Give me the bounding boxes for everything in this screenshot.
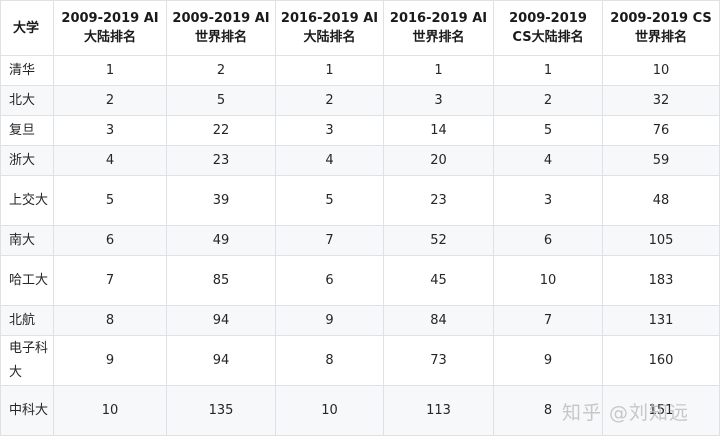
university-cell: 上交大	[0, 175, 54, 226]
rank-cell: 1	[383, 55, 494, 86]
rank-cell: 135	[166, 385, 276, 436]
rank-cell: 39	[166, 175, 276, 226]
rank-cell: 5	[275, 175, 384, 226]
rank-cell: 10	[53, 385, 167, 436]
rank-cell: 3	[383, 85, 494, 116]
rank-cell: 7	[493, 305, 603, 336]
rank-cell: 94	[166, 335, 276, 386]
header-ai-mainland-2016-2019: 2016-2019 AI 大陆排名	[275, 0, 384, 56]
rank-cell: 23	[383, 175, 494, 226]
rank-cell: 52	[383, 225, 494, 256]
table-row: 电子科大 9 94 8 73 9 160	[0, 335, 720, 386]
rank-cell: 94	[166, 305, 276, 336]
rank-cell: 45	[383, 255, 494, 306]
rank-cell: 8	[275, 335, 384, 386]
header-row: 大学 2009-2019 AI 大陆排名 2009-2019 AI 世界排名 2…	[0, 0, 720, 56]
rank-cell: 32	[602, 85, 720, 116]
rank-cell: 14	[383, 115, 494, 146]
rank-cell: 7	[275, 225, 384, 256]
rank-cell: 1	[493, 55, 603, 86]
rank-cell: 9	[493, 335, 603, 386]
table-row: 北航 8 94 9 84 7 131	[0, 305, 720, 336]
rank-cell: 3	[53, 115, 167, 146]
table-row: 哈工大 7 85 6 45 10 183	[0, 255, 720, 306]
university-cell: 复旦	[0, 115, 54, 146]
rank-cell: 1	[53, 55, 167, 86]
rank-cell: 131	[602, 305, 720, 336]
university-cell: 哈工大	[0, 255, 54, 306]
header-university: 大学	[0, 0, 54, 56]
watermark: 知乎 @刘知远	[562, 402, 690, 424]
table-row: 上交大 5 39 5 23 3 48	[0, 175, 720, 226]
rank-cell: 6	[493, 225, 603, 256]
rank-cell: 6	[275, 255, 384, 306]
rank-cell: 84	[383, 305, 494, 336]
rank-cell: 160	[602, 335, 720, 386]
university-cell: 北大	[0, 85, 54, 116]
rank-cell: 9	[53, 335, 167, 386]
rank-cell: 3	[493, 175, 603, 226]
rank-cell: 5	[493, 115, 603, 146]
university-cell: 清华	[0, 55, 54, 86]
rank-cell: 151	[602, 385, 720, 436]
rank-cell: 48	[602, 175, 720, 226]
rank-cell: 8	[53, 305, 167, 336]
header-cs-mainland-2009-2019: 2009-2019 CS大陆排名	[493, 0, 603, 56]
rank-cell: 10	[493, 255, 603, 306]
rank-cell: 76	[602, 115, 720, 146]
university-cell: 南大	[0, 225, 54, 256]
rank-cell: 73	[383, 335, 494, 386]
rank-cell: 20	[383, 145, 494, 176]
rank-cell: 183	[602, 255, 720, 306]
university-cell: 北航	[0, 305, 54, 336]
rank-cell: 85	[166, 255, 276, 306]
rank-cell: 8	[493, 385, 603, 436]
header-ai-world-2009-2019: 2009-2019 AI 世界排名	[166, 0, 276, 56]
rank-cell: 9	[275, 305, 384, 336]
rank-cell: 113	[383, 385, 494, 436]
rank-cell: 7	[53, 255, 167, 306]
table-row: 中科大 10 135 10 113 8 151	[0, 385, 720, 436]
university-cell: 中科大	[0, 385, 54, 436]
rank-cell: 4	[275, 145, 384, 176]
rank-cell: 5	[166, 85, 276, 116]
rank-cell: 49	[166, 225, 276, 256]
rank-cell: 22	[166, 115, 276, 146]
rank-cell: 2	[275, 85, 384, 116]
rank-cell: 105	[602, 225, 720, 256]
rank-cell: 5	[53, 175, 167, 226]
rank-cell: 6	[53, 225, 167, 256]
table-row: 清华 1 2 1 1 1 10	[0, 55, 720, 86]
university-cell: 电子科大	[0, 335, 54, 386]
rank-cell: 2	[493, 85, 603, 116]
table-row: 南大 6 49 7 52 6 105	[0, 225, 720, 256]
header-ai-mainland-2009-2019: 2009-2019 AI 大陆排名	[53, 0, 167, 56]
header-cs-world-2009-2019: 2009-2019 CS世界排名	[602, 0, 720, 56]
table-row: 浙大 4 23 4 20 4 59	[0, 145, 720, 176]
table-row: 复旦 3 22 3 14 5 76	[0, 115, 720, 146]
rank-cell: 4	[493, 145, 603, 176]
table-row: 北大 2 5 2 3 2 32	[0, 85, 720, 116]
rank-cell: 23	[166, 145, 276, 176]
rank-cell: 2	[53, 85, 167, 116]
rank-cell: 10	[602, 55, 720, 86]
header-ai-world-2016-2019: 2016-2019 AI 世界排名	[383, 0, 494, 56]
university-cell: 浙大	[0, 145, 54, 176]
rank-cell: 4	[53, 145, 167, 176]
rank-cell: 2	[166, 55, 276, 86]
rank-cell: 10	[275, 385, 384, 436]
rank-cell: 1	[275, 55, 384, 86]
rank-cell: 3	[275, 115, 384, 146]
rank-cell: 59	[602, 145, 720, 176]
